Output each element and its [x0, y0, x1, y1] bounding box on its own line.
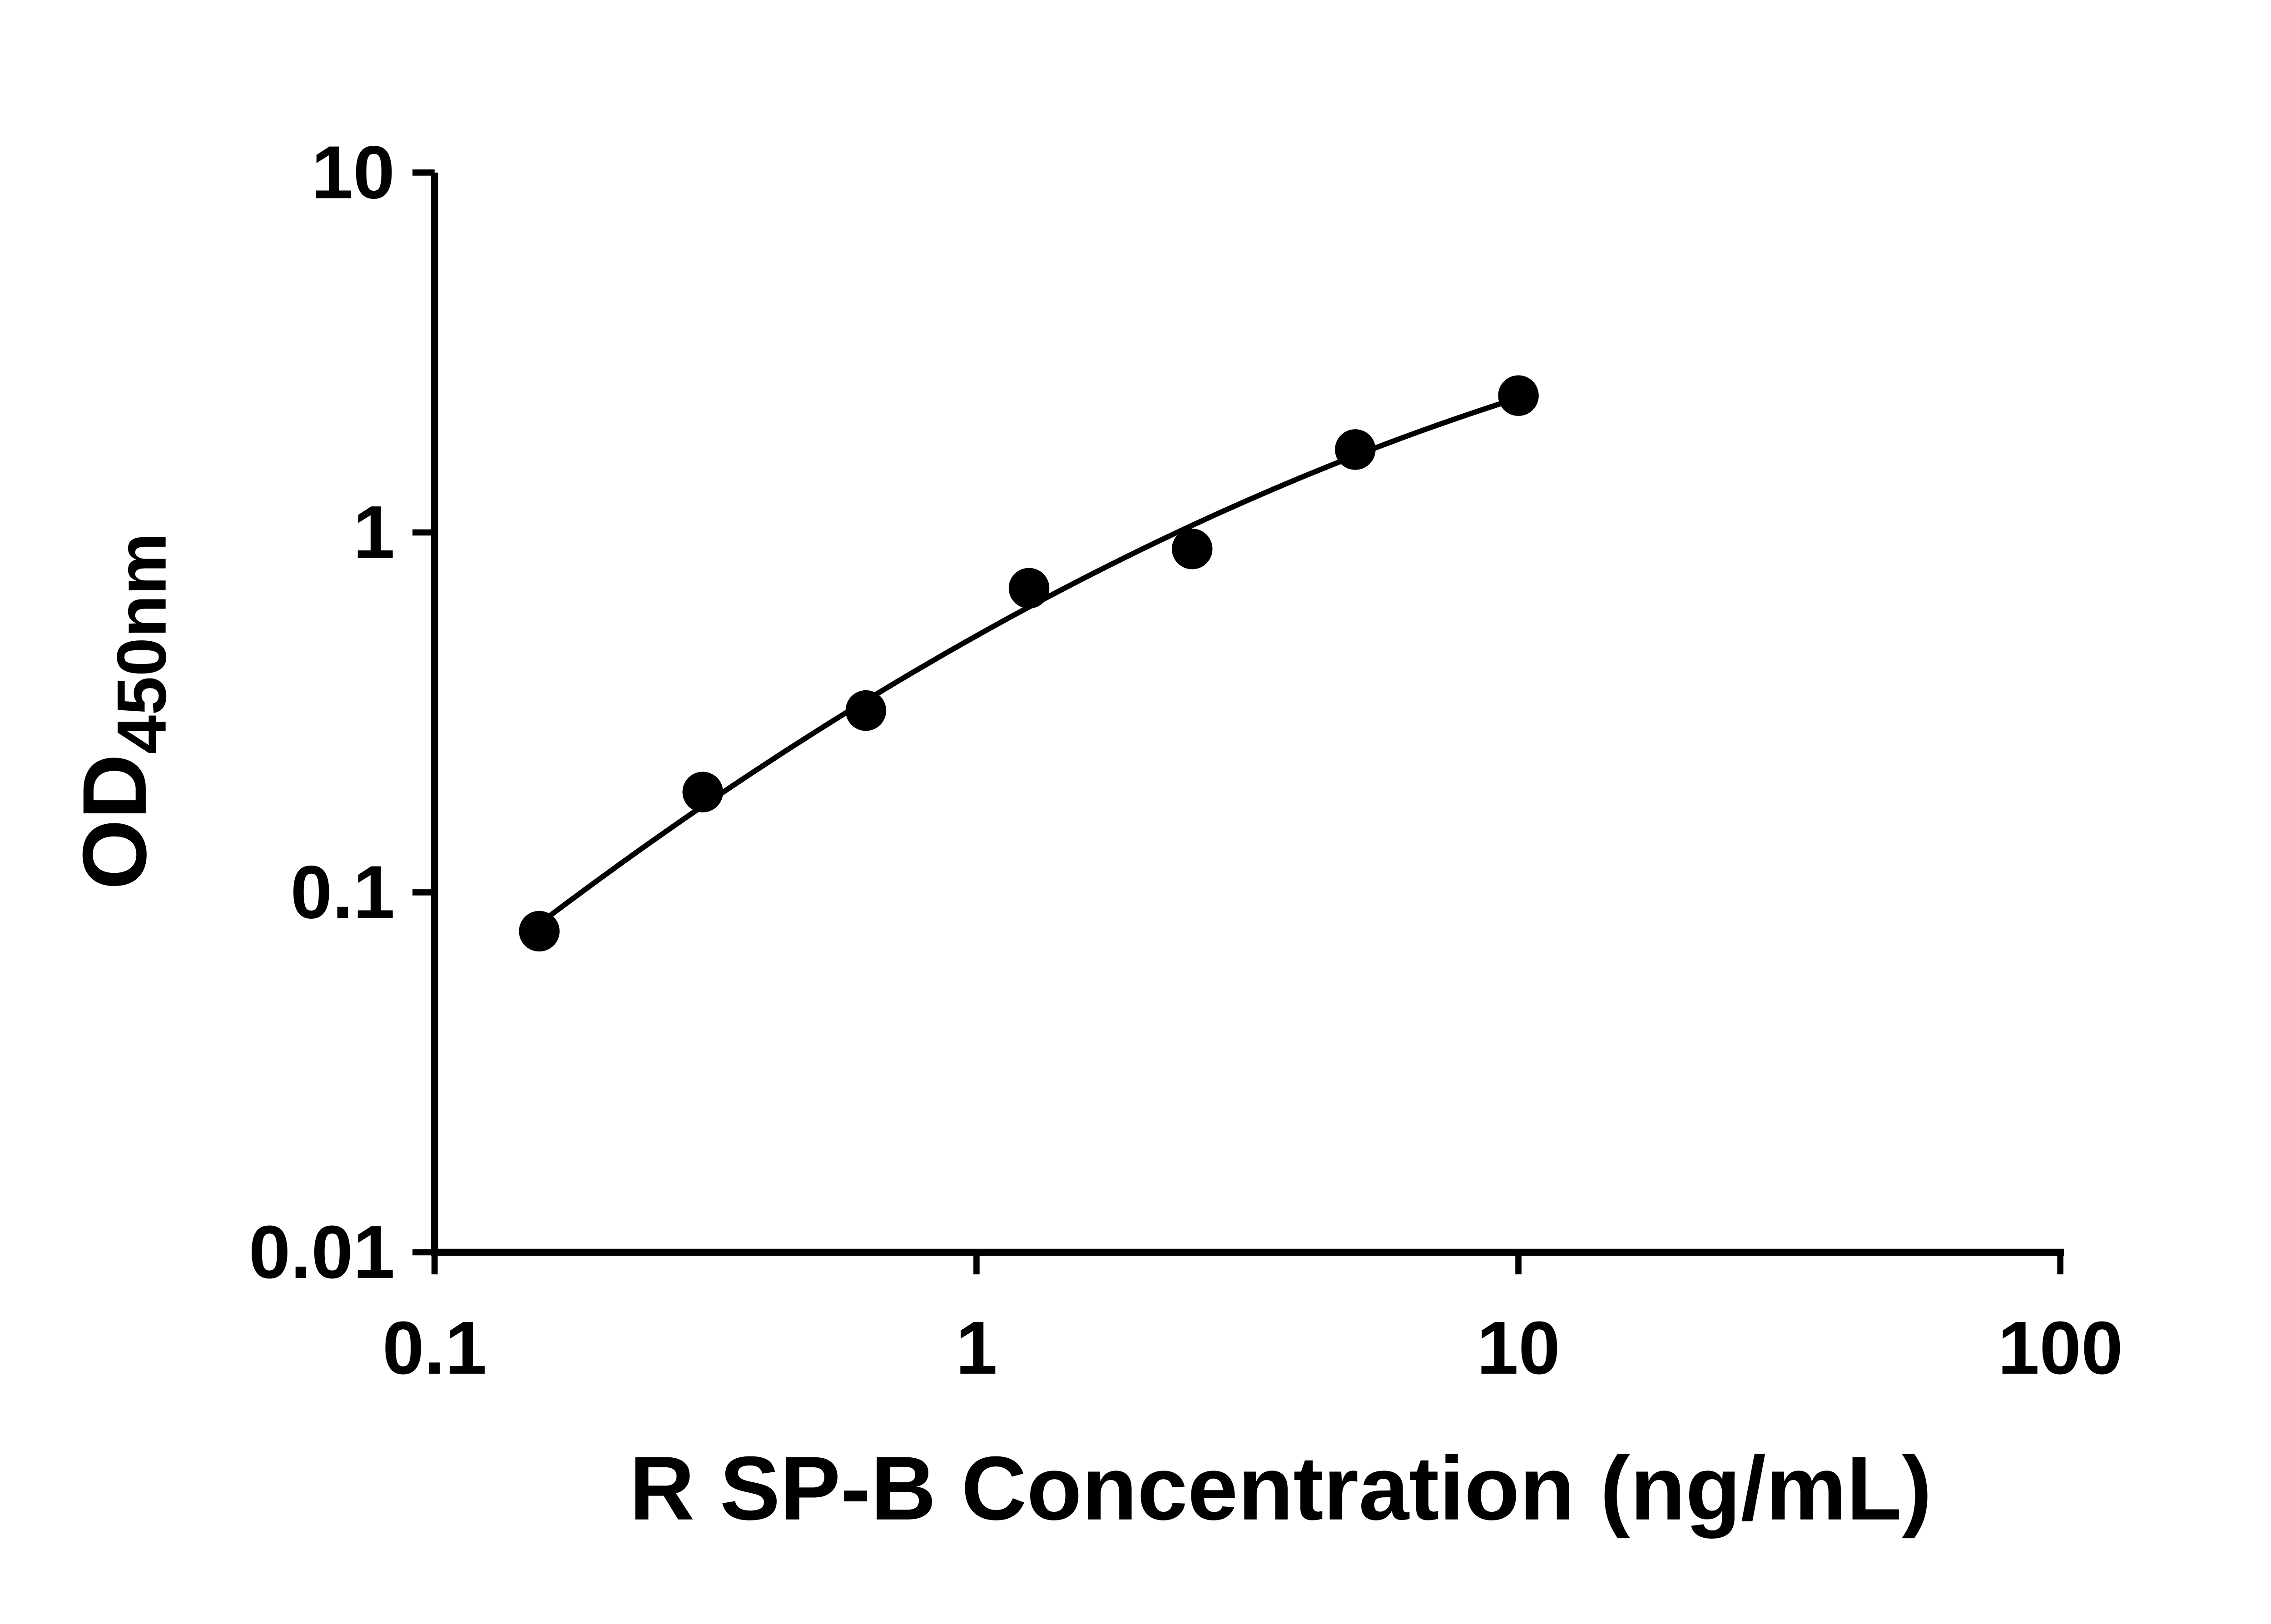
- x-axis-title: R SP-B Concentration (ng/mL): [629, 1438, 1932, 1539]
- x-axis-tick-label: 100: [1998, 1306, 2123, 1390]
- data-point: [1335, 429, 1376, 470]
- x-axis-tick-label: 0.1: [382, 1306, 487, 1390]
- y-axis-title: OD450nm: [64, 533, 181, 890]
- y-axis-tick-label: 0.01: [249, 1210, 395, 1294]
- y-axis-tick-label: 10: [311, 130, 395, 214]
- data-point: [1498, 375, 1539, 416]
- x-axis-tick-label: 10: [1477, 1306, 1560, 1390]
- data-point: [845, 690, 887, 731]
- chart-background: [0, 22, 2271, 1602]
- data-point: [682, 772, 723, 812]
- data-point: [1008, 568, 1050, 609]
- data-point: [1172, 529, 1213, 569]
- x-axis-tick-label: 1: [956, 1306, 997, 1390]
- y-axis-tick-label: 0.1: [291, 850, 395, 934]
- y-axis-tick-label: 1: [353, 490, 395, 574]
- data-point: [519, 911, 560, 952]
